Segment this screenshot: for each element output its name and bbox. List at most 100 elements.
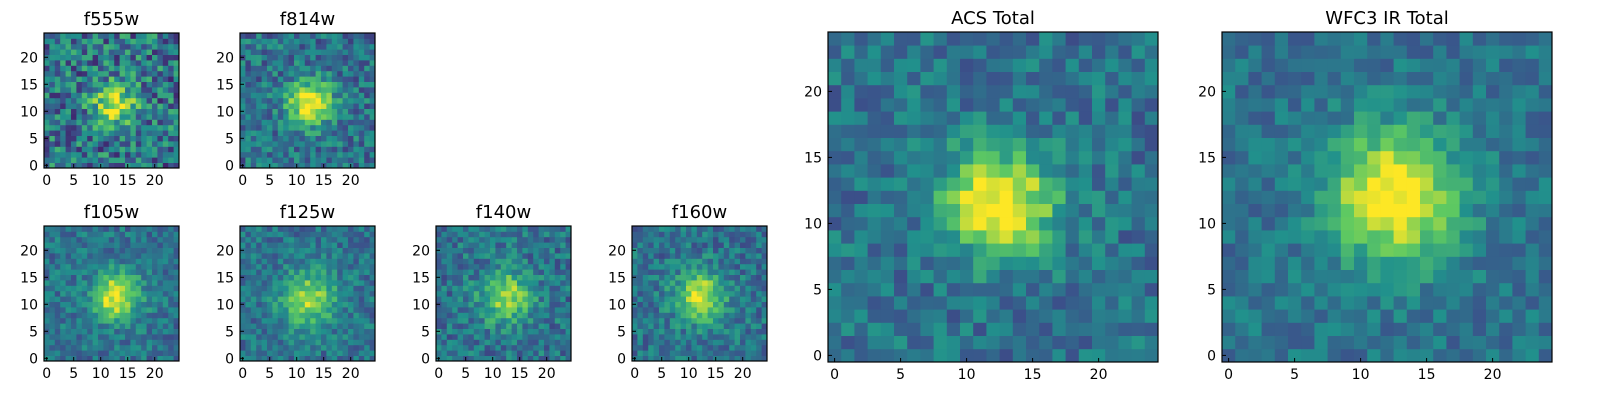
pixel [251,329,257,335]
pixel [114,157,120,163]
pixel [245,157,251,163]
pixel [93,231,99,237]
pixel [691,269,697,275]
pixel [1052,217,1066,231]
pixel [691,334,697,340]
pixel [1301,322,1315,336]
pixel [82,334,88,340]
pixel [152,119,158,125]
pixel [452,242,458,248]
pixel [348,87,354,93]
pixel [157,237,163,243]
pixel [729,269,735,275]
pixel [490,307,496,313]
pixel [289,92,295,98]
pixel [76,125,82,131]
pixel [125,253,131,259]
pixel [702,237,708,243]
pixel [305,345,311,351]
pixel [1066,72,1080,86]
pixel [316,226,322,232]
pixel [76,146,82,152]
pixel [163,38,169,44]
y-tick-label: 10 [412,297,430,313]
pixel [337,87,343,93]
pixel [49,302,55,308]
pixel [681,339,687,345]
pixel [1394,336,1408,350]
pixel [452,312,458,318]
pixel [66,237,72,243]
pixel [1328,322,1342,336]
pixel [294,329,300,335]
pixel [267,71,273,77]
pixel [841,124,855,138]
pixel [894,217,908,231]
pixel [729,307,735,313]
pixel [299,275,305,281]
pixel [364,82,370,88]
pixel [157,87,163,93]
pixel [157,258,163,264]
pixel [332,318,338,324]
pixel [337,231,343,237]
pixel [441,329,447,335]
pixel [267,226,273,232]
pixel [735,280,741,286]
pixel [76,76,82,82]
pixel [147,269,153,275]
x-tick-label: 0 [42,366,51,382]
pixel [130,114,136,120]
pixel [55,87,61,93]
pixel [745,296,751,302]
pixel [310,146,316,152]
pixel [458,285,464,291]
pixel [93,307,99,313]
pixel [1446,336,1460,350]
pixel [1380,151,1394,165]
pixel [332,130,338,136]
pixel [718,264,724,270]
pixel [364,103,370,109]
pixel [544,318,550,324]
pixel [251,152,257,158]
pixel [147,87,153,93]
pixel [708,345,714,351]
pixel [343,350,349,356]
pixel [294,103,300,109]
pixel [934,336,948,350]
pixel [299,157,305,163]
pixel [522,258,528,264]
pixel [326,146,332,152]
pixel [157,285,163,291]
pixel [436,334,442,340]
pixel [1486,336,1500,350]
pixel [881,230,895,244]
pixel [343,285,349,291]
pixel [841,296,855,310]
pixel [697,323,703,329]
pixel [1328,309,1342,323]
pixel [71,275,77,281]
pixel [934,256,948,270]
pixel [828,256,842,270]
pixel [359,60,365,66]
pixel [120,103,126,109]
pixel [729,312,735,318]
pixel [664,307,670,313]
pixel [474,318,480,324]
pixel [474,323,480,329]
pixel [316,130,322,136]
pixel [152,76,158,82]
pixel [289,302,295,308]
pixel [528,296,534,302]
pixel [49,109,55,115]
pixel [157,141,163,147]
x-tick-label: 10 [92,173,110,189]
pixel [1105,85,1119,99]
pixel [664,350,670,356]
pixel [326,248,332,254]
pixel [1145,85,1159,99]
pixel [1314,296,1328,310]
pixel [920,243,934,257]
